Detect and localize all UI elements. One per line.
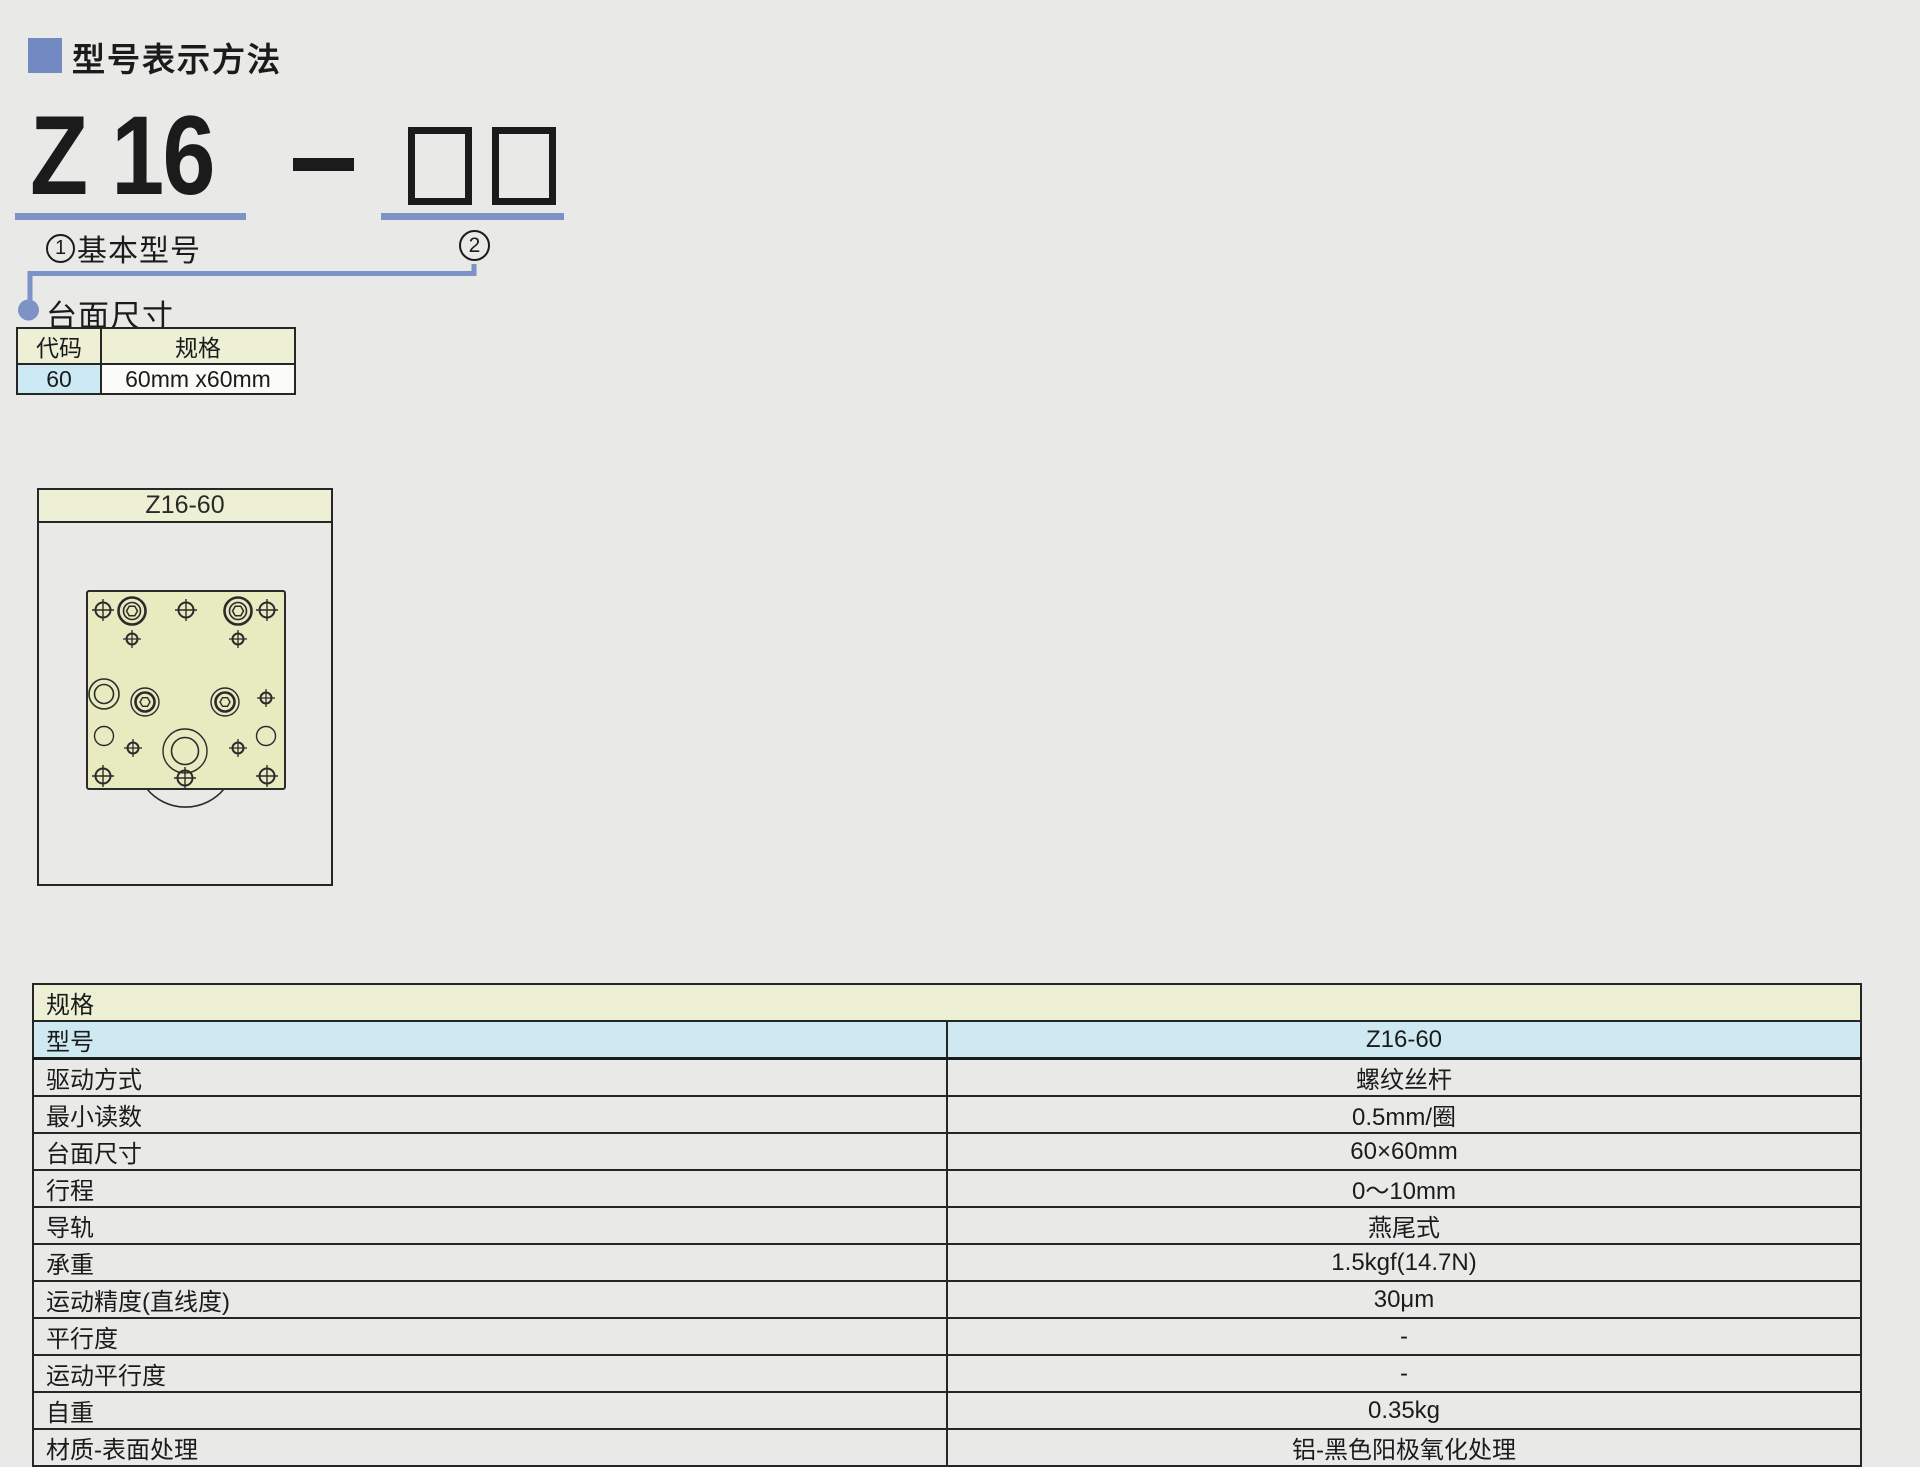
section-marker-square bbox=[28, 38, 62, 73]
table-row: 型号 Z16-60 bbox=[32, 1020, 1862, 1060]
table-row: 自重 0.35kg bbox=[32, 1391, 1862, 1430]
knob-arc bbox=[146, 788, 225, 808]
suffix-code-underline bbox=[381, 213, 564, 220]
suffix-code-label: 2 bbox=[459, 230, 490, 261]
spec-value: 30μm bbox=[946, 1280, 1862, 1319]
spec-value: 0.5mm/圈 bbox=[946, 1095, 1862, 1134]
cell-spec-60: 60mm x60mm bbox=[100, 363, 296, 395]
table-row: 平行度 - bbox=[32, 1317, 1862, 1356]
base-code-label-text: 基本型号 bbox=[77, 235, 201, 268]
header-spec: 规格 bbox=[100, 327, 296, 365]
base-code-underline bbox=[15, 213, 246, 220]
spec-value: 0.35kg bbox=[946, 1391, 1862, 1430]
spec-value: 燕尾式 bbox=[946, 1206, 1862, 1245]
table-row: 运动精度(直线度) 30μm bbox=[32, 1280, 1862, 1319]
spec-value: 铝-黑色阳极氧化处理 bbox=[946, 1428, 1862, 1467]
surface-size-table: 代码 规格 60 60mm x60mm bbox=[16, 327, 296, 395]
table-row: 导轨 燕尾式 bbox=[32, 1206, 1862, 1245]
spec-label: 承重 bbox=[32, 1243, 948, 1282]
section-title: 型号表示方法 bbox=[72, 41, 282, 78]
spec-value: Z16-60 bbox=[946, 1020, 1862, 1060]
spec-label: 行程 bbox=[32, 1169, 948, 1208]
spec-label: 最小读数 bbox=[32, 1095, 948, 1134]
spec-label: 运动平行度 bbox=[32, 1354, 948, 1393]
spec-value: 螺纹丝杆 bbox=[946, 1057, 1862, 1097]
model-suffix-box-2 bbox=[492, 127, 556, 205]
spec-value: - bbox=[946, 1354, 1862, 1393]
product-diagram-panel: Z16-60 bbox=[37, 488, 333, 886]
bullet-dot bbox=[18, 299, 39, 321]
table-row: 材质-表面处理 铝-黑色阳极氧化处理 bbox=[32, 1428, 1862, 1467]
spec-value: - bbox=[946, 1317, 1862, 1356]
surface-size-table-header-row: 代码 规格 bbox=[16, 327, 296, 365]
spec-label: 驱动方式 bbox=[32, 1057, 948, 1097]
circled-number-1: 1 bbox=[46, 233, 75, 263]
spec-label: 导轨 bbox=[32, 1206, 948, 1245]
spec-table-title: 规格 bbox=[32, 983, 1862, 1022]
circled-number-2: 2 bbox=[459, 230, 490, 261]
table-row: 行程 0〜10mm bbox=[32, 1169, 1862, 1208]
spec-label: 台面尺寸 bbox=[32, 1132, 948, 1171]
table-row: 运动平行度 - bbox=[32, 1354, 1862, 1393]
spec-value: 60×60mm bbox=[946, 1132, 1862, 1171]
diagram-caption: Z16-60 bbox=[39, 490, 331, 523]
model-suffix-box-1 bbox=[408, 127, 472, 205]
spec-label: 材质-表面处理 bbox=[32, 1428, 948, 1467]
spec-value: 0〜10mm bbox=[946, 1169, 1862, 1208]
spec-table-title-row: 规格 bbox=[32, 983, 1862, 1022]
table-row: 最小读数 0.5mm/圈 bbox=[32, 1095, 1862, 1134]
spec-label: 型号 bbox=[32, 1020, 948, 1060]
spec-label: 自重 bbox=[32, 1391, 948, 1430]
spec-value: 1.5kgf(14.7N) bbox=[946, 1243, 1862, 1282]
spec-table: 规格 型号 Z16-60 驱动方式 螺纹丝杆 最小读数 0.5mm/圈 台面尺寸… bbox=[32, 983, 1862, 1467]
spec-label: 平行度 bbox=[32, 1317, 948, 1356]
stage-top-view-drawing bbox=[86, 590, 286, 808]
cell-code-60: 60 bbox=[16, 363, 102, 395]
header-code: 代码 bbox=[16, 327, 102, 365]
spec-label: 运动精度(直线度) bbox=[32, 1280, 948, 1319]
table-row: 驱动方式 螺纹丝杆 bbox=[32, 1057, 1862, 1097]
surface-size-table-row: 60 60mm x60mm bbox=[16, 363, 296, 395]
base-code-label: 1 基本型号 bbox=[46, 226, 201, 270]
table-row: 台面尺寸 60×60mm bbox=[32, 1132, 1862, 1171]
model-dash bbox=[293, 158, 354, 171]
table-row: 承重 1.5kgf(14.7N) bbox=[32, 1243, 1862, 1282]
model-base-code: Z 16 bbox=[30, 93, 215, 218]
